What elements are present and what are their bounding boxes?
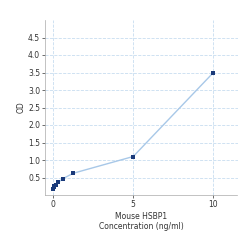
Y-axis label: OD: OD xyxy=(16,102,25,114)
X-axis label: Mouse HSBP1
Concentration (ng/ml): Mouse HSBP1 Concentration (ng/ml) xyxy=(99,212,184,231)
